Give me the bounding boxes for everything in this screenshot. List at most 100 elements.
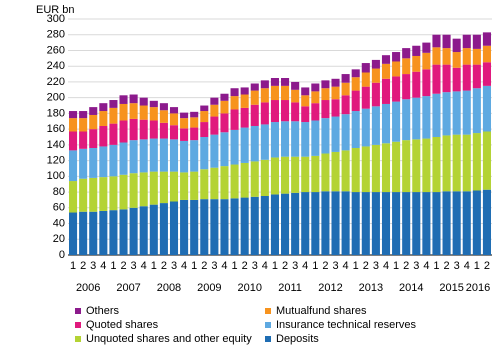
y-tick-label: 140 — [47, 139, 65, 151]
x-tick-label: 4 — [100, 260, 106, 272]
year-label: 2014 — [399, 282, 423, 294]
x-tick-label: 3 — [252, 260, 258, 272]
bar-segment — [301, 156, 310, 193]
bar-segment — [169, 125, 179, 140]
bar-segment — [452, 67, 461, 92]
bar-segment — [442, 92, 451, 136]
x-tick-label: 4 — [423, 260, 429, 272]
bar-segment — [169, 107, 179, 114]
bar-segment — [69, 212, 78, 255]
y-tick-label: 20 — [53, 233, 65, 245]
bar-segment — [139, 172, 148, 207]
bar-segment — [250, 83, 259, 91]
bar-segment — [180, 199, 189, 255]
bar-segment — [442, 135, 451, 192]
x-tick-label: 3 — [90, 260, 96, 272]
x-tick-label: 2 — [444, 260, 450, 272]
bar-segment — [89, 177, 98, 212]
bar-segment — [472, 190, 481, 255]
bar-segment — [442, 64, 451, 93]
bar-segment — [381, 143, 391, 193]
bar-segment — [129, 173, 138, 208]
bar-segment — [402, 74, 411, 100]
bar-segment — [69, 131, 78, 151]
x-tick-label: 4 — [383, 260, 389, 272]
bar-segment — [210, 167, 219, 200]
bar-segment — [422, 138, 431, 193]
bar-segment — [200, 111, 209, 123]
bar-segment — [139, 97, 148, 106]
bar-segment — [482, 189, 491, 255]
bar-segment — [139, 119, 148, 140]
bar-segment — [452, 38, 461, 53]
bar-segment — [99, 146, 108, 178]
bar-segment — [119, 103, 128, 121]
bar-segment — [169, 171, 179, 202]
y-tick-label: 120 — [47, 155, 65, 167]
bar-segment — [230, 109, 239, 130]
bar-segment — [129, 207, 138, 255]
bar-segment — [139, 139, 148, 173]
bar-segment — [129, 94, 138, 104]
x-tick-label: 2 — [484, 260, 490, 272]
bar-segment — [402, 58, 411, 75]
y-tick-label: 40 — [53, 217, 65, 229]
bar-segment — [381, 192, 391, 255]
bar-segment — [109, 144, 118, 177]
bar-segment — [311, 155, 320, 193]
bar-segment — [149, 107, 158, 121]
legend-swatch — [265, 308, 271, 314]
bar-segment — [89, 107, 98, 115]
bar-segment — [99, 210, 108, 255]
bar-segment — [129, 118, 138, 141]
bar-segment — [250, 104, 259, 126]
y-tick-label: 0 — [59, 249, 65, 261]
legend-label: Others — [86, 305, 120, 317]
bar-segment — [119, 174, 128, 210]
bar-segment — [240, 127, 249, 163]
x-tick-label: 3 — [332, 260, 338, 272]
bar-segment — [392, 52, 401, 62]
year-label: 2013 — [359, 282, 383, 294]
bar-segment — [361, 72, 370, 87]
bar-segment — [109, 176, 118, 211]
bar-segment — [281, 85, 290, 101]
bar-segment — [321, 118, 330, 154]
x-tick-label: 2 — [322, 260, 328, 272]
bar-segment — [301, 106, 310, 123]
bar-segment — [69, 181, 78, 213]
bar-segment — [432, 34, 441, 48]
y-tick-label: 280 — [47, 29, 65, 41]
bar-segment — [331, 86, 340, 100]
bar-segment — [462, 64, 471, 91]
x-tick-label: 2 — [242, 260, 248, 272]
bar-segment — [321, 100, 330, 119]
bar-segment — [69, 118, 78, 132]
bar-segment — [341, 114, 350, 151]
bar-segment — [89, 211, 98, 255]
y-tick-label: 260 — [47, 44, 65, 56]
bar-segment — [220, 93, 229, 101]
bar-segment — [240, 107, 249, 128]
bar-segment — [351, 77, 360, 91]
bar-segment — [200, 122, 209, 137]
bar-segment — [149, 204, 158, 255]
x-tick-label: 2 — [403, 260, 409, 272]
bar-segment — [119, 95, 128, 104]
bar-segment — [220, 199, 229, 255]
bar-segment — [301, 192, 310, 255]
bar-segment — [432, 137, 441, 193]
bar-segment — [381, 63, 391, 79]
bar-segment — [341, 95, 350, 115]
bar-segment — [190, 127, 199, 141]
bar-segment — [159, 122, 168, 139]
bar-segment — [281, 156, 290, 194]
x-tick-label: 1 — [393, 260, 399, 272]
bar-segment — [220, 113, 229, 133]
bar-segment — [452, 191, 461, 255]
bar-segment — [311, 103, 320, 121]
bar-segment — [230, 88, 239, 97]
bar-segment — [250, 196, 259, 255]
bar-segment — [351, 90, 360, 112]
x-tick-label: 4 — [181, 260, 187, 272]
